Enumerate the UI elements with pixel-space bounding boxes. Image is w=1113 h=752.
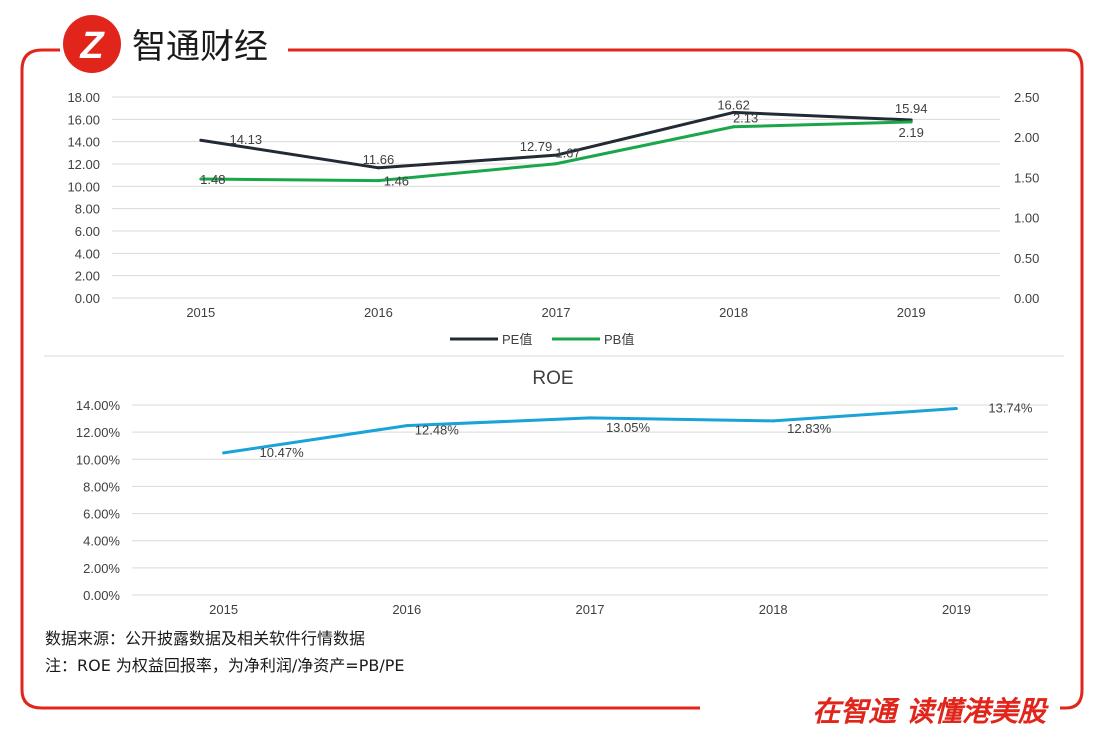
data-point <box>199 138 203 142</box>
brand-logo: Z 智通财经 <box>63 15 268 73</box>
legend-label: PE值 <box>502 332 532 347</box>
data-label: 13.05% <box>606 420 651 435</box>
pe-pb-chart: 0.00 2.00 4.00 6.00 8.00 10.00 12.00 14.00 16.00… <box>67 90 1039 347</box>
x-tick-label: 2018 <box>759 602 788 617</box>
brand-slogan: 在智通 读懂港美股 <box>812 695 1049 728</box>
data-point <box>588 416 592 420</box>
y-tick-label: 6.00 <box>75 224 100 239</box>
frame-border-right <box>288 48 1084 710</box>
x-tick-label: 2019 <box>942 602 971 617</box>
data-label: 2.13 <box>733 111 758 126</box>
data-label: 12.83% <box>787 421 832 436</box>
y-tick-label: 4.00 <box>75 246 100 261</box>
data-label: 13.74% <box>988 401 1033 416</box>
data-point <box>732 125 736 129</box>
y-right-tick-label: 0.50 <box>1014 251 1039 266</box>
logo-circle-icon <box>63 15 121 73</box>
data-label: 14.13 <box>230 132 263 147</box>
x-tick-label: 2017 <box>576 602 605 617</box>
x-tick-label: 2016 <box>364 305 393 320</box>
roe-chart: ROE 0.00% 2.00% 4.00% 6.00% 8.00% 10.00% 12.00… <box>76 368 1048 617</box>
y-tick-label: 2.00% <box>83 561 120 576</box>
data-point <box>405 424 409 428</box>
y-tick-label: 14.00% <box>76 398 121 413</box>
data-label: 1.67 <box>555 146 580 161</box>
data-label: 15.94 <box>895 101 928 116</box>
data-point <box>376 166 380 170</box>
x-tick-label: 2018 <box>719 305 748 320</box>
y-right-tick-label: 2.50 <box>1014 90 1039 105</box>
data-label: 1.46 <box>384 174 409 189</box>
y-right-tick-label: 2.00 <box>1014 130 1039 145</box>
data-label: 10.47% <box>260 445 305 460</box>
logo-glyph: Z <box>79 25 105 67</box>
series-line <box>223 407 957 455</box>
data-point <box>771 419 775 423</box>
y-tick-label: 8.00% <box>83 479 120 494</box>
y-right-tick-label: 0.00 <box>1014 291 1039 306</box>
source-note: 数据来源：公开披露数据及相关软件行情数据 <box>45 629 365 648</box>
data-point <box>554 153 558 157</box>
y-tick-label: 2.00 <box>75 269 100 284</box>
data-point <box>376 179 380 183</box>
formula-note: 注：ROE 为权益回报率，为净利润/净资产=PB/PE <box>45 656 404 675</box>
brand-name: 智通财经 <box>132 27 268 67</box>
y-tick-label: 12.00% <box>76 425 121 440</box>
data-point <box>732 110 736 114</box>
y-right-tick-label: 1.00 <box>1014 211 1039 226</box>
data-label: 12.79 <box>520 139 553 154</box>
y-tick-label: 6.00% <box>83 507 120 522</box>
data-point <box>554 162 558 166</box>
x-tick-label: 2015 <box>186 305 215 320</box>
data-label: 12.48% <box>415 423 460 438</box>
y-tick-label: 8.00 <box>75 202 100 217</box>
y-tick-label: 4.00% <box>83 534 120 549</box>
y-tick-label: 10.00 <box>67 179 100 194</box>
y-tick-label: 10.00% <box>76 452 121 467</box>
y-right-tick-label: 1.50 <box>1014 170 1039 185</box>
data-label: 11.66 <box>363 152 395 167</box>
frame-border-top <box>20 48 700 710</box>
chart-legend: PE值 PB值 <box>450 332 634 347</box>
y-tick-label: 12.00 <box>67 157 100 172</box>
data-label: 2.19 <box>899 125 924 140</box>
chart-title: ROE <box>532 368 573 389</box>
y-tick-label: 0.00% <box>83 588 120 603</box>
legend-label: PB值 <box>604 332 634 347</box>
x-tick-label: 2017 <box>542 305 571 320</box>
x-tick-label: 2019 <box>897 305 926 320</box>
data-point <box>954 407 958 411</box>
y-tick-label: 0.00 <box>75 291 100 306</box>
y-tick-label: 16.00 <box>67 112 100 127</box>
data-point <box>909 120 913 124</box>
data-point <box>222 451 226 455</box>
data-label: 1.48 <box>200 172 225 187</box>
y-tick-label: 14.00 <box>67 135 100 150</box>
data-point <box>199 177 203 181</box>
data-label: 16.62 <box>717 97 750 112</box>
y-tick-label: 18.00 <box>67 90 100 105</box>
x-tick-label: 2015 <box>209 602 238 617</box>
x-tick-label: 2016 <box>392 602 421 617</box>
